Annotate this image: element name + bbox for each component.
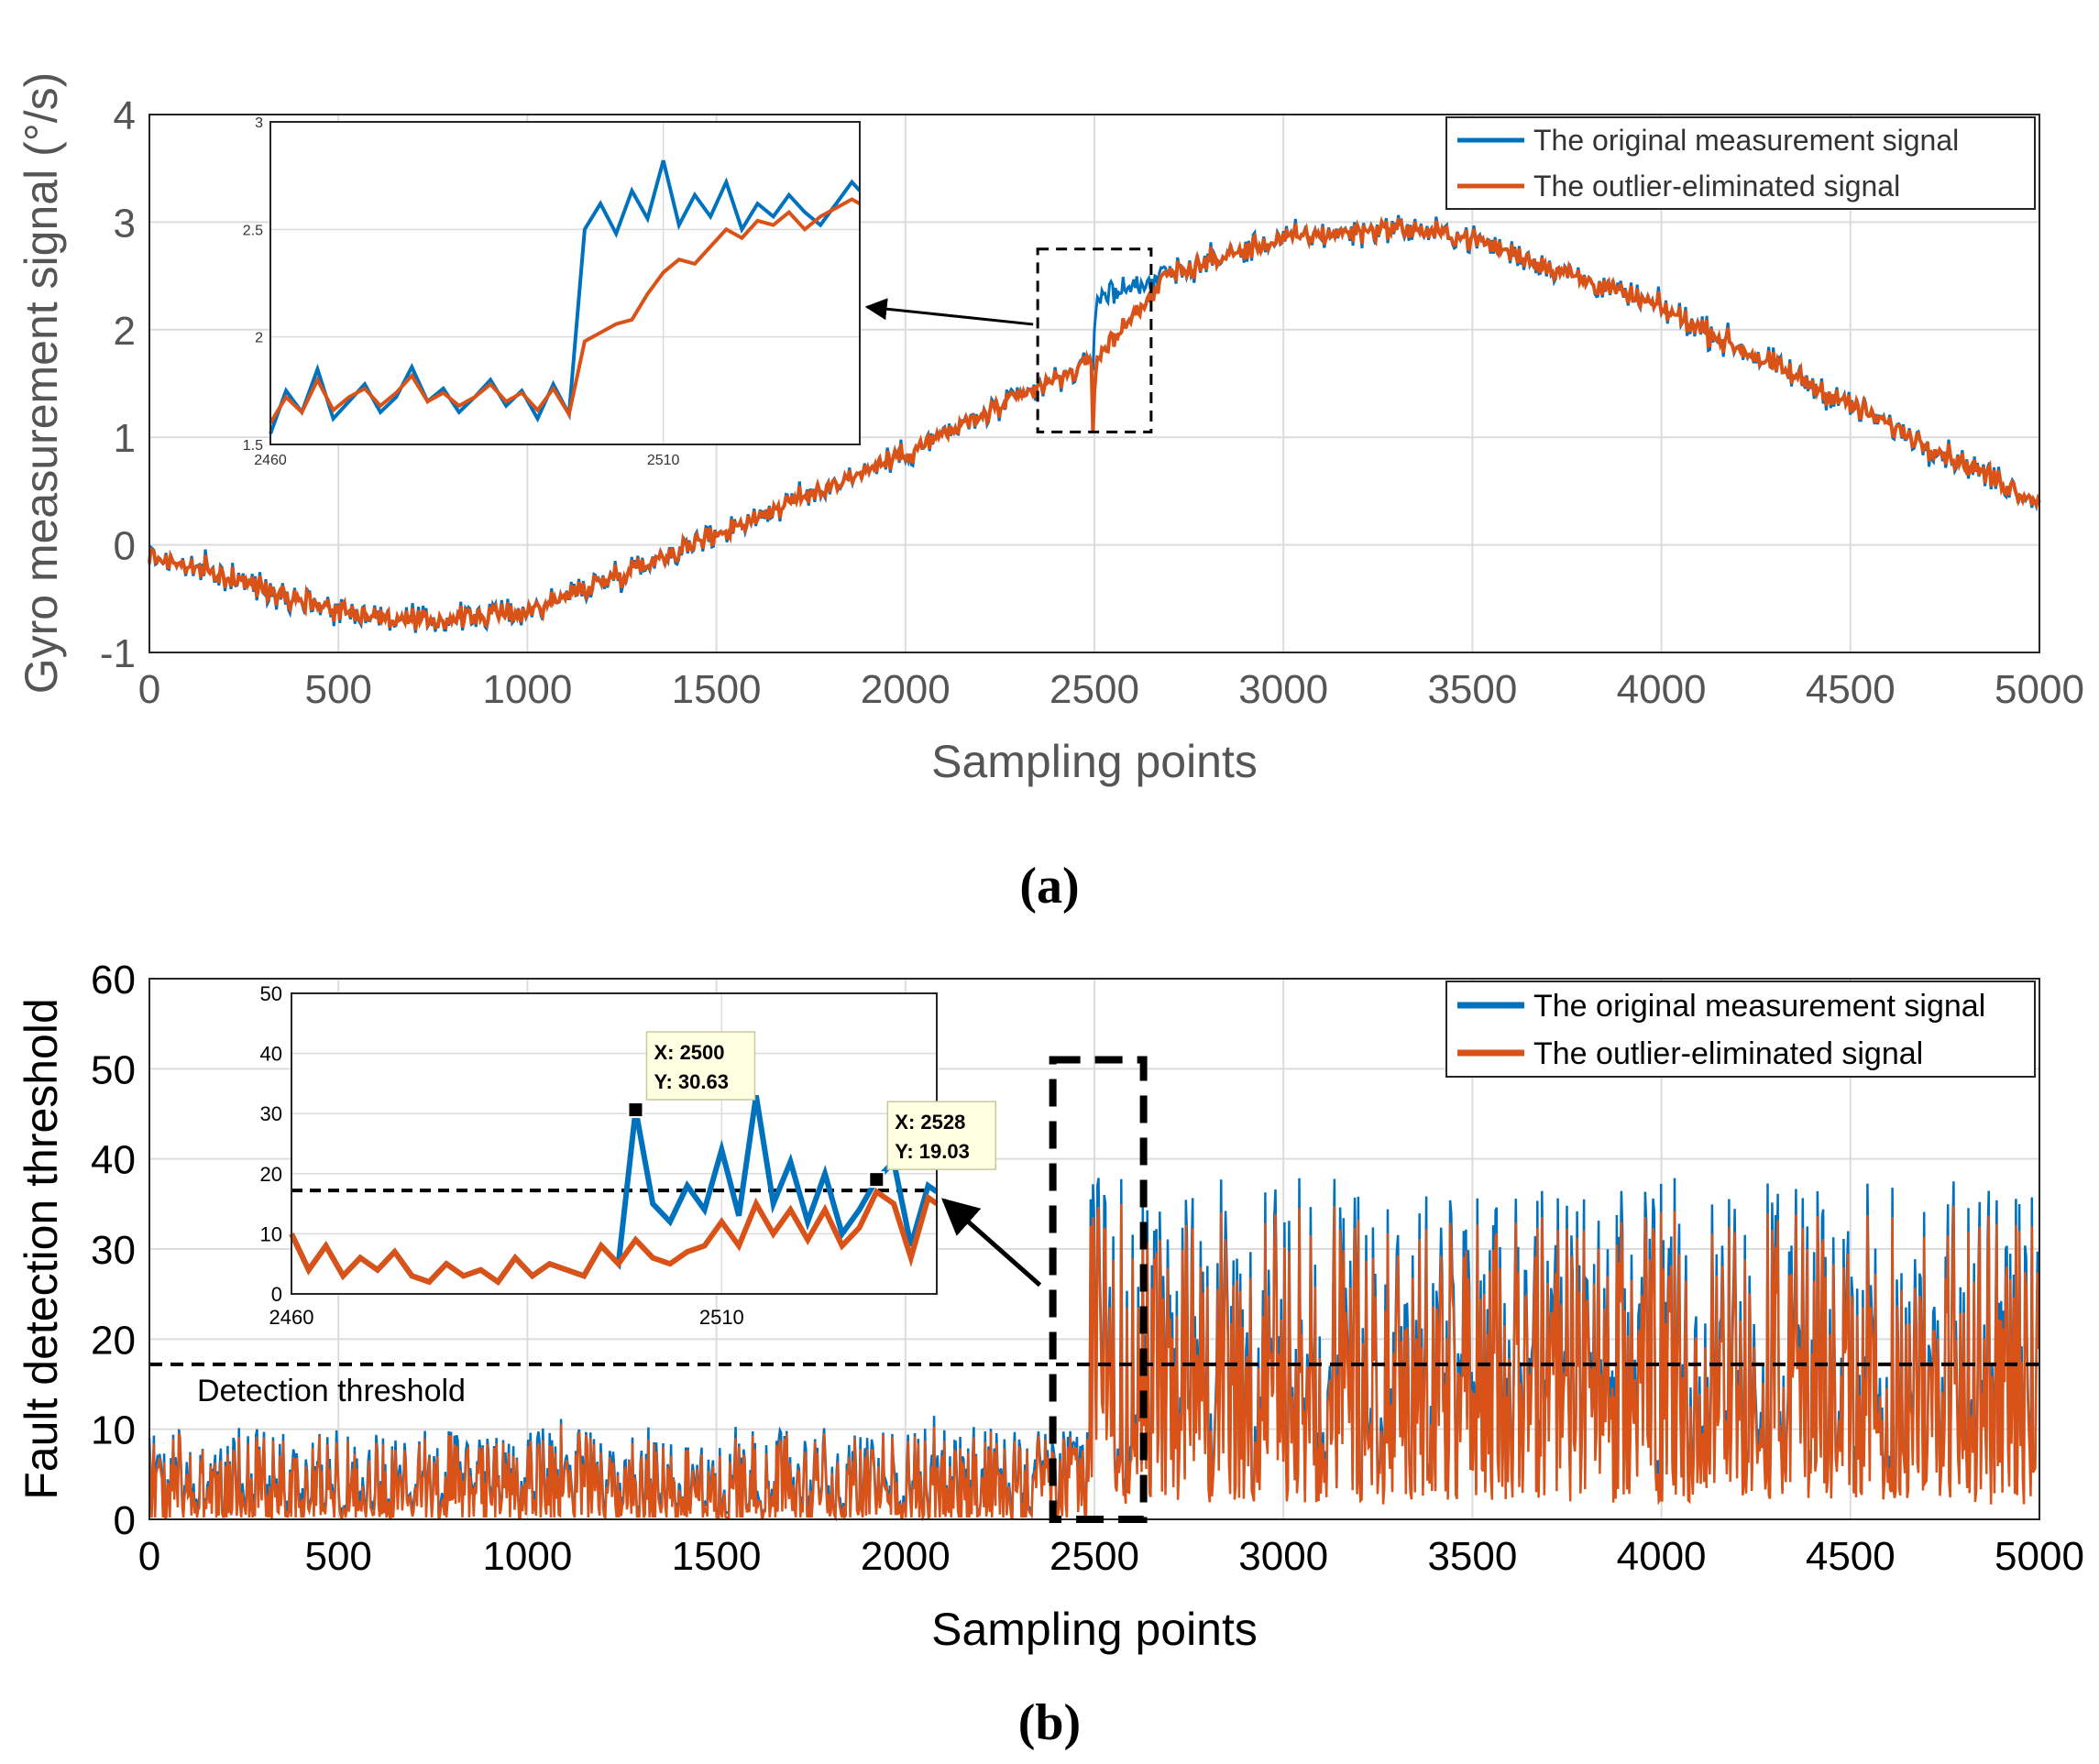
legend-box	[1445, 981, 2036, 1078]
inset-y-tick-label: 1.5	[243, 438, 263, 454]
x-tick-label: 4000	[1617, 1534, 1707, 1579]
chart-a-caption: (a)	[1019, 858, 1079, 915]
highlight-box	[1036, 247, 1153, 433]
legend-label: The outlier-eliminated signal	[1533, 170, 1900, 203]
y-tick-label: 2	[114, 309, 136, 354]
x-tick-label: 2500	[1050, 667, 1139, 712]
inset-frame	[269, 121, 861, 445]
x-tick-label: 3000	[1238, 667, 1328, 712]
x-tick-label: 1500	[672, 667, 762, 712]
datatip-y-label: Y: 19.03	[895, 1140, 970, 1163]
inset-background	[270, 122, 860, 444]
legend-label: The original measurement signal	[1533, 989, 1985, 1024]
x-tick-label: 1000	[482, 1534, 572, 1579]
highlight-box	[1049, 1056, 1148, 1523]
x-tick-label: 4500	[1806, 667, 1896, 712]
y-tick-label: 30	[91, 1228, 136, 1273]
chart-a-frame	[148, 114, 2040, 653]
datatip-x-label: X: 2500	[654, 1041, 724, 1064]
threshold-label: Detection threshold	[197, 1374, 466, 1408]
datatip-box	[886, 1101, 997, 1170]
x-tick-label: 500	[304, 1534, 371, 1579]
chart-b-threshold: Detection threshold	[149, 1362, 2039, 1408]
inset-background	[291, 993, 937, 1294]
inset-y-tick-label: 50	[260, 982, 282, 1005]
x-tick-label: 3500	[1427, 1534, 1517, 1579]
datatip-box	[645, 1031, 756, 1101]
legend-label: The original measurement signal	[1533, 124, 1959, 157]
chart-b-ylabel: Fault detection threshold	[16, 998, 67, 1500]
inset-y-tick-label: 40	[260, 1043, 282, 1066]
series-eliminated-line	[148, 215, 2041, 630]
y-tick-label: 1	[114, 416, 136, 461]
datatip-marker	[868, 1171, 885, 1189]
inset-x-tick-label: 2460	[269, 1306, 314, 1329]
x-tick-label: 1500	[672, 1534, 762, 1579]
inset-y-tick-label: 30	[260, 1102, 282, 1125]
chart-b-series	[148, 1178, 2040, 1522]
y-tick-label: 0	[114, 1498, 136, 1543]
chart-b-inset: 2460 2510 0 10 20 30 40 50 X: 2500 Y: 30.63 X: 252…	[260, 982, 997, 1329]
chart-a-tick-labels: 0 500 1000 1500 2000 2500 3000 3500 4000 4500 5000…	[100, 93, 2084, 712]
y-tick-label: 10	[91, 1408, 136, 1453]
inset-eliminated-line	[269, 197, 861, 424]
y-tick-label: 50	[91, 1047, 136, 1092]
inset-eliminated-line	[289, 1188, 939, 1287]
y-tick-label: 20	[91, 1318, 136, 1363]
chart-a-xlabel: Sampling points	[931, 736, 1258, 787]
inset-arrow	[864, 298, 1034, 326]
inset-x-tick-label: 2460	[254, 453, 287, 468]
y-tick-label: 4	[114, 93, 136, 138]
x-tick-label: 3000	[1238, 1534, 1328, 1579]
x-tick-label: 2000	[861, 1534, 951, 1579]
inset-y-tick-label: 3	[255, 115, 263, 131]
chart-b-xlabel: Sampling points	[931, 1604, 1258, 1655]
datatip-x-label: X: 2528	[895, 1111, 965, 1134]
y-tick-label: 40	[91, 1138, 136, 1183]
x-tick-label: 1000	[482, 667, 572, 712]
chart-b-legend: The original measurement signal The outli…	[1445, 981, 2036, 1078]
inset-y-tick-label: 2	[255, 331, 263, 346]
chart-b-caption: (b)	[1018, 1694, 1081, 1751]
datatip-y-label: Y: 30.63	[654, 1070, 729, 1093]
chart-a-series	[148, 214, 2041, 633]
chart-a: 0 500 1000 1500 2000 2500 3000 3500 4000 4500 5000…	[16, 72, 2084, 915]
inset-y-tick-label: 2.5	[243, 223, 263, 238]
datatip-marker	[627, 1101, 644, 1119]
x-tick-label: 2500	[1050, 1534, 1139, 1579]
chart-a-legend: The original measurement signal The outli…	[1445, 116, 2036, 210]
x-tick-label: 4000	[1617, 667, 1707, 712]
x-tick-label: 500	[304, 667, 371, 712]
inset-y-tick-label: 20	[260, 1163, 282, 1186]
chart-b-highlight-box	[941, 1056, 1148, 1523]
x-tick-label: 0	[138, 1534, 160, 1579]
chart-b: Detection threshold 0 500 1000 1500 2000 2500…	[16, 958, 2084, 1751]
x-tick-label: 3500	[1427, 667, 1517, 712]
series-eliminated-line	[148, 1203, 2040, 1522]
y-tick-label: 60	[91, 958, 136, 1003]
x-tick-label: 4500	[1806, 1534, 1896, 1579]
inset-y-tick-label: 10	[260, 1222, 282, 1245]
inset-x-tick-label: 2510	[699, 1306, 744, 1329]
chart-b-tick-labels: 0 500 1000 1500 2000 2500 3000 3500 4000 4500 5000…	[91, 958, 2084, 1579]
inset-y-tick-label: 0	[271, 1283, 282, 1306]
y-tick-label: 0	[114, 524, 136, 569]
y-tick-label: -1	[100, 631, 136, 676]
legend-label: The outlier-eliminated signal	[1533, 1036, 1923, 1071]
inset-x-tick-label: 2510	[647, 453, 680, 468]
chart-a-highlight-box	[864, 247, 1153, 433]
chart-a-ylabel: Gyro measurement signal (°/s)	[16, 72, 67, 695]
x-tick-label: 5000	[1995, 667, 2084, 712]
inset-arrow	[941, 1198, 1042, 1287]
chart-a-inset: 2460 2510 1.5 2 2.5 3	[243, 115, 862, 468]
y-tick-label: 3	[114, 201, 136, 246]
x-tick-label: 0	[138, 667, 160, 712]
x-tick-label: 5000	[1995, 1534, 2084, 1579]
legend-box	[1445, 116, 2036, 210]
x-tick-label: 2000	[861, 667, 951, 712]
